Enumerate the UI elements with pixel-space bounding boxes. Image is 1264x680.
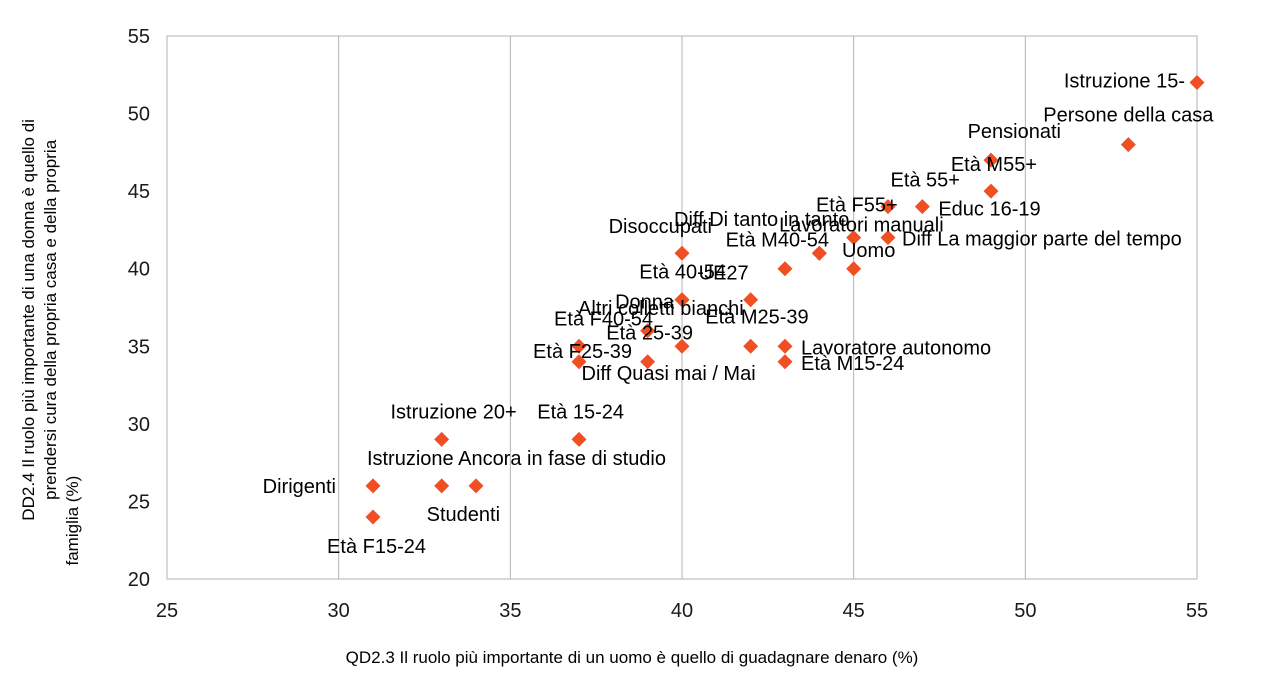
- data-point-marker: [983, 183, 999, 199]
- data-point-label: Istruzione Ancora in fase di studio: [367, 448, 666, 470]
- data-point-marker: [674, 292, 690, 308]
- data-points: [365, 75, 1205, 525]
- y-axis-ticks: 20 25 30 35 40 45 50 55: [128, 26, 150, 591]
- y-axis-title-line-3: famiglia (%): [63, 476, 82, 566]
- y-tick-label: 20: [128, 569, 150, 591]
- data-point-marker: [880, 230, 896, 246]
- data-point-marker: [846, 261, 862, 277]
- plot-area-frame: [166, 35, 1198, 580]
- data-point-marker: [983, 152, 999, 168]
- data-point-label: Diff Quasi mai / Mai: [582, 363, 756, 385]
- data-point-marker: [674, 245, 690, 261]
- y-tick-label: 55: [128, 26, 150, 48]
- x-axis-title: QD2.3 Il ruolo più importante di un uomo…: [346, 648, 919, 667]
- data-point-label: Pensionati: [968, 121, 1061, 143]
- y-tick-label: 50: [128, 104, 150, 126]
- data-point-label: Istruzione 20+: [390, 401, 516, 423]
- data-point-marker: [434, 431, 450, 447]
- x-tick-label: 45: [843, 600, 865, 622]
- data-point-label: Dirigenti: [263, 476, 336, 498]
- data-point-marker: [743, 338, 759, 354]
- data-point-marker: [640, 323, 656, 339]
- y-tick-label: 40: [128, 259, 150, 281]
- data-point-marker: [571, 338, 587, 354]
- x-tick-label: 35: [499, 600, 521, 622]
- data-point-label: Età 25-39: [606, 322, 693, 344]
- x-tick-label: 40: [671, 600, 693, 622]
- y-tick-label: 30: [128, 414, 150, 436]
- x-tick-label: 30: [328, 600, 350, 622]
- data-point-marker: [777, 261, 793, 277]
- data-point-label: Disoccupati: [609, 216, 712, 238]
- data-point-marker: [434, 478, 450, 494]
- x-tick-label: 55: [1186, 600, 1208, 622]
- data-point-marker: [365, 509, 381, 525]
- data-point-marker: [846, 230, 862, 246]
- data-point-label: Educ 16-19: [938, 199, 1040, 221]
- data-point-label: Età 40-54: [639, 262, 726, 284]
- data-point-label: Età F40-54: [554, 308, 653, 330]
- data-point-label: Diff La maggior parte del tempo: [902, 229, 1182, 251]
- y-axis-title-line-1: DD2.4 Il ruolo più importante di una don…: [19, 119, 38, 521]
- data-point-label: Istruzione 15-: [1064, 71, 1185, 93]
- data-point-marker: [1189, 75, 1205, 91]
- data-point-label: Età M55+: [951, 154, 1037, 176]
- data-point-marker: [880, 199, 896, 215]
- data-point-label: Altri colletti bianchi: [578, 298, 744, 320]
- y-tick-label: 45: [128, 181, 150, 203]
- x-tick-label: 25: [156, 600, 178, 622]
- data-point-marker: [1120, 137, 1136, 153]
- data-labels: Istruzione 15- Persone della casaPensiona…: [263, 71, 1215, 558]
- y-tick-label: 35: [128, 336, 150, 358]
- data-point-marker: [365, 478, 381, 494]
- data-point-label: Età 55+: [890, 170, 960, 192]
- data-point-marker: [468, 478, 484, 494]
- data-point-marker: [640, 354, 656, 370]
- data-point-marker: [777, 338, 793, 354]
- x-axis-ticks: 25 30 35 40 45 50 55: [156, 600, 1208, 622]
- data-point-label: Studenti: [427, 504, 500, 526]
- data-point-marker: [571, 431, 587, 447]
- data-point-label: Lavoratori manuali: [779, 215, 944, 237]
- data-point-marker: [914, 199, 930, 215]
- data-point-label: UE27: [699, 263, 749, 285]
- y-axis-title-line-2: prendersi cura della propria casa e dell…: [41, 139, 60, 500]
- data-point-label: Lavoratore autonomo: [801, 337, 991, 359]
- data-point-label: Età F15-24: [327, 536, 426, 558]
- y-tick-label: 25: [128, 491, 150, 513]
- data-point-marker: [777, 354, 793, 370]
- data-point-label: Donna: [615, 292, 675, 314]
- data-point-marker: [743, 292, 759, 308]
- data-point-label: Età M15-24: [801, 353, 904, 375]
- data-point-label: Età M40-54: [726, 230, 829, 252]
- x-tick-label: 50: [1014, 600, 1036, 622]
- data-point-label: Età 15-24: [537, 401, 624, 423]
- data-point-label: Età F55+: [816, 195, 898, 217]
- data-point-label: Età F25-39: [533, 341, 632, 363]
- y-axis-title: DD2.4 Il ruolo più importante di una don…: [19, 114, 82, 565]
- data-point-label: Età M25-39: [705, 306, 808, 328]
- data-point-label: Persone della casa: [1043, 105, 1214, 127]
- data-point-marker: [571, 354, 587, 370]
- data-point-marker: [674, 338, 690, 354]
- data-point-marker: [811, 245, 827, 261]
- data-point-label: Uomo: [842, 240, 895, 262]
- data-point-label: Diff Di tanto in tanto: [674, 209, 849, 231]
